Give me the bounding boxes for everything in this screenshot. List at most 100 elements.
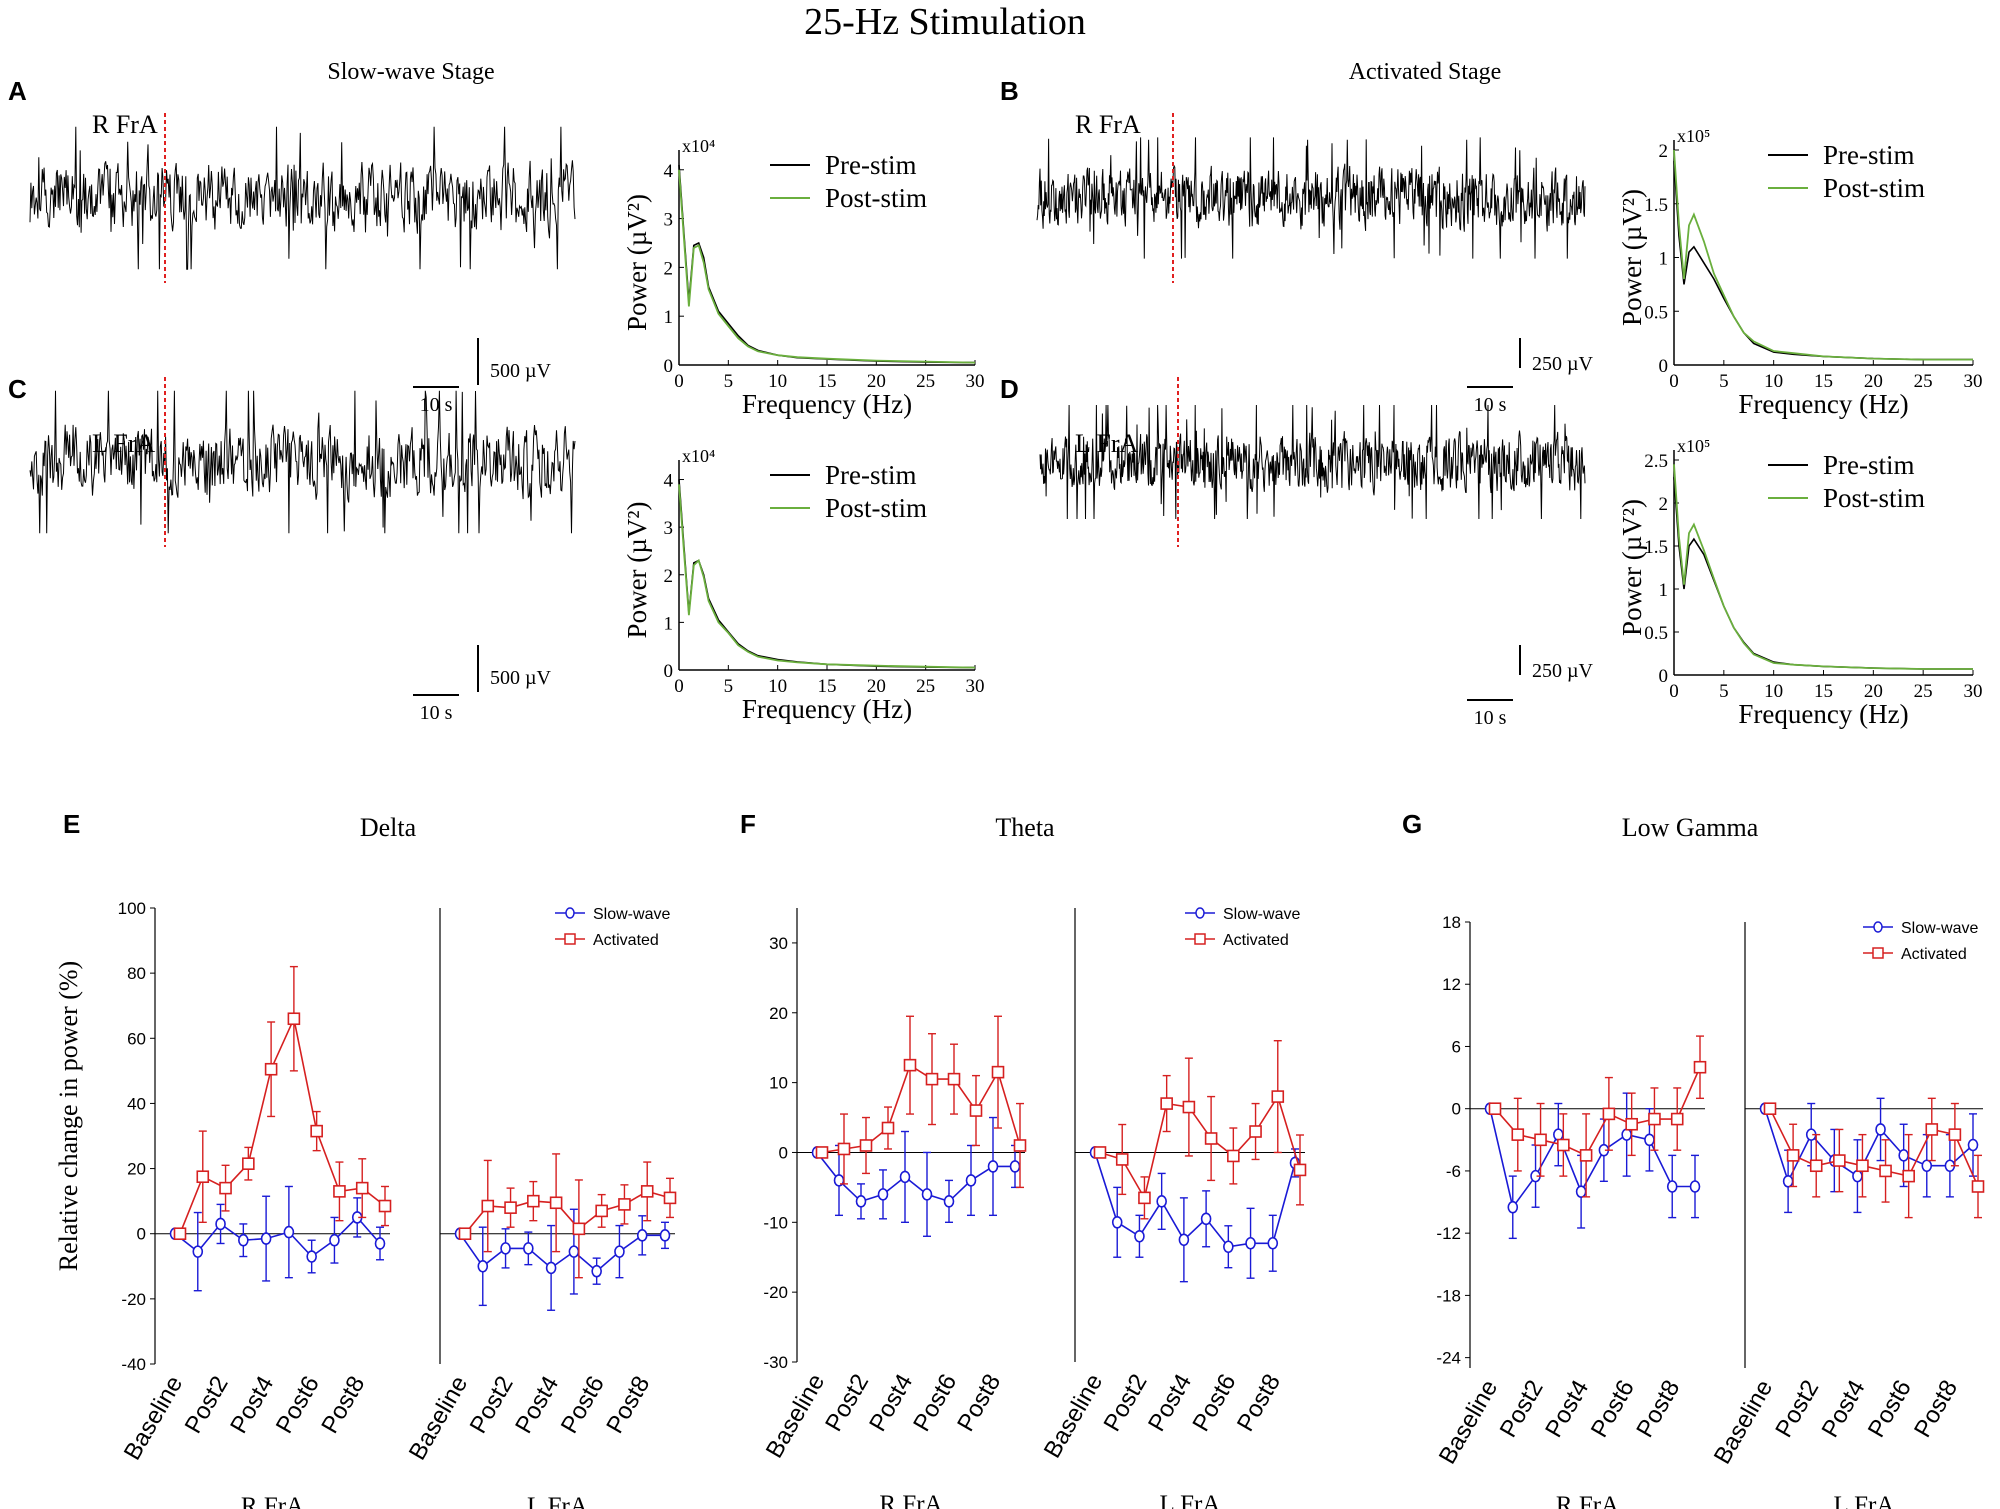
data-point [1602,1107,1616,1121]
x-tick-label: Post6 [1586,1376,1640,1443]
data-point [965,1174,977,1187]
y-tick-label: 2 [1659,494,1669,515]
data-point [1156,1195,1167,1208]
x-tick-label: 25 [1914,371,1933,392]
panel-letter-a: A [8,76,27,106]
data-point [947,1072,961,1086]
x-tick-label: Post4 [225,1372,279,1439]
data-point [1782,1175,1794,1188]
legend-label: Slow-wave [1223,906,1300,923]
x-tick-label: Baseline [761,1370,830,1463]
y-tick-label: 12 [1442,975,1461,994]
y-tick-label: -40 [121,1355,146,1374]
scale-label-time: 10 s [1474,707,1507,729]
data-point [1553,1128,1564,1141]
data-point [1579,1149,1593,1162]
data-point [1267,1236,1279,1250]
x-tick-label: 25 [916,371,935,392]
stage-title-activated: Activated Stage [1349,59,1502,85]
data-point [333,1185,346,1198]
series-line-slow-wave [1764,1108,1974,1184]
data-point [283,1225,295,1239]
y-tick-label: -6 [1446,1162,1461,1181]
x-axis-label: Frequency (Hz) [742,389,912,419]
panel-letter-f: F [740,809,756,839]
x-axis-label: R FrA [879,1491,942,1509]
legend-label: Post-stim [825,493,927,523]
data-point [1200,1212,1212,1226]
spectrum-chart-d: 0 5 10 15 20 25 30 0 0.5 1 1.5 2 2.5 x10⁵ Frequency (H… [1617,436,1983,729]
series-line-post-stim [1673,149,1973,361]
data-point [306,1250,317,1263]
x-tick-label: 30 [1964,681,1983,702]
y-tick-label: 1 [1659,249,1669,270]
y-axis-label: Relative change in power (%) [54,961,83,1271]
data-point [477,1259,489,1273]
data-point [1013,1139,1027,1152]
panel-letter-g: G [1402,809,1422,839]
y-tick-label: 2.5 [1644,451,1668,472]
y-tick-label: -20 [121,1290,146,1309]
panel-letter-e: E [63,809,80,839]
x-tick-label: 10 [768,371,787,392]
series-line-activated [821,1063,1021,1154]
data-point [1898,1149,1909,1162]
y-tick-label: 4 [664,161,674,182]
x-tick-label: Post4 [1143,1370,1197,1437]
x-tick-label: 0 [674,676,684,697]
data-point [173,1227,187,1241]
data-point [1763,1102,1777,1115]
x-axis-label: Frequency (Hz) [1738,389,1908,419]
series-line-post-stim [1673,464,1973,670]
axis-multiplier: x10⁴ [682,136,715,156]
data-point [1786,1149,1800,1162]
data-point [640,1185,654,1198]
x-tick-label: Post2 [1099,1370,1153,1437]
data-point [260,1232,272,1245]
data-point [504,1201,517,1214]
y-tick-label: -12 [1436,1224,1461,1243]
data-point [481,1199,495,1213]
legend-marker [565,907,575,919]
y-tick-label: 30 [769,934,788,953]
y-tick-label: 1 [664,613,674,634]
data-point [663,1191,677,1205]
y-tick-label: 6 [1452,1037,1461,1056]
data-point [1160,1097,1173,1110]
data-point [219,1181,232,1195]
x-tick-label: Post2 [180,1372,234,1439]
legend-marker [1872,947,1884,959]
x-tick-label: Post4 [1540,1376,1594,1443]
scale-label-time: 10 s [420,394,453,416]
y-tick-label: 4 [664,471,674,492]
x-tick-label: Post6 [271,1372,325,1439]
data-point [523,1242,534,1255]
data-point [196,1170,210,1184]
data-point [1625,1117,1638,1131]
data-point [458,1227,472,1241]
data-point [855,1195,867,1208]
x-tick-label: 30 [966,371,985,392]
data-point [859,1139,873,1152]
x-axis-label: Frequency (Hz) [742,694,912,724]
data-point [264,1062,278,1076]
series-line-post-stim [678,169,976,364]
x-tick-label: 5 [1719,681,1729,702]
data-point [545,1261,557,1275]
data-point [310,1124,323,1138]
trace-channel-label-c: L FrA [92,429,156,458]
data-point [192,1245,204,1258]
x-tick-label: Baseline [1039,1370,1108,1463]
data-point [1223,1240,1234,1254]
y-tick-label: 1.5 [1644,537,1668,558]
spectrum-chart-b: 0 5 10 15 20 25 30 0 0.5 1 1.5 2 x10⁵ Frequency (Hz) P… [1617,126,1983,419]
x-tick-label: Post6 [908,1370,962,1437]
data-point [549,1196,563,1210]
series-line-activated [1099,1094,1301,1201]
data-point [1644,1133,1655,1147]
legend-label: Pre-stim [825,150,917,180]
data-point [1204,1132,1218,1145]
y-tick-label: 0 [779,1143,788,1162]
